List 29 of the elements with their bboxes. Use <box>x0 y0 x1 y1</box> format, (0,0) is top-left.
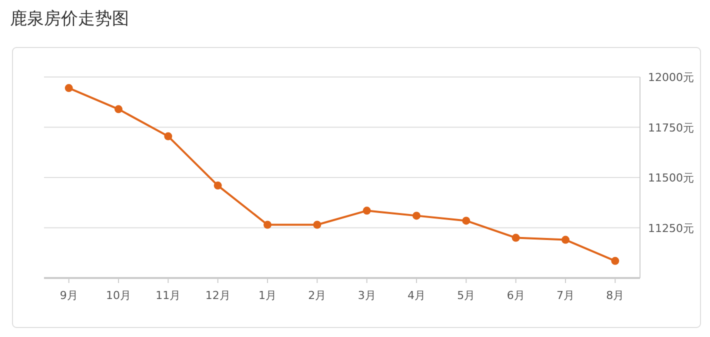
x-tick-label: 1月 <box>258 289 276 302</box>
point <box>264 220 272 229</box>
y-tick-label: 11250元 <box>648 222 694 235</box>
point <box>114 105 122 114</box>
x-tick-label: 12月 <box>205 289 230 302</box>
chart-title: 鹿泉房价走势图 <box>10 9 129 29</box>
point <box>164 132 172 140</box>
point <box>611 256 620 265</box>
x-tick-label: 10月 <box>106 289 131 302</box>
x-tick-label: 11月 <box>156 289 181 302</box>
x-tick-label: 6月 <box>506 289 525 302</box>
point <box>362 206 371 215</box>
x-tick-label: 9月 <box>60 289 78 302</box>
point <box>462 216 470 225</box>
y-tick-label: 11500元 <box>648 172 694 184</box>
point <box>214 182 222 190</box>
y-tick-label: 11750元 <box>648 121 694 134</box>
point <box>412 212 420 220</box>
point <box>313 220 322 229</box>
x-tick-label: 3月 <box>358 289 376 302</box>
x-tick-label: 4月 <box>408 289 426 302</box>
x-tick-label: 5月 <box>457 289 476 302</box>
point <box>512 234 520 242</box>
point <box>64 84 73 92</box>
x-tick-label: 7月 <box>556 289 574 302</box>
x-tick-label: 8月 <box>606 289 624 302</box>
x-tick-label: 2月 <box>308 289 326 302</box>
y-tick-label: 12000元 <box>648 71 694 84</box>
point <box>562 236 570 244</box>
